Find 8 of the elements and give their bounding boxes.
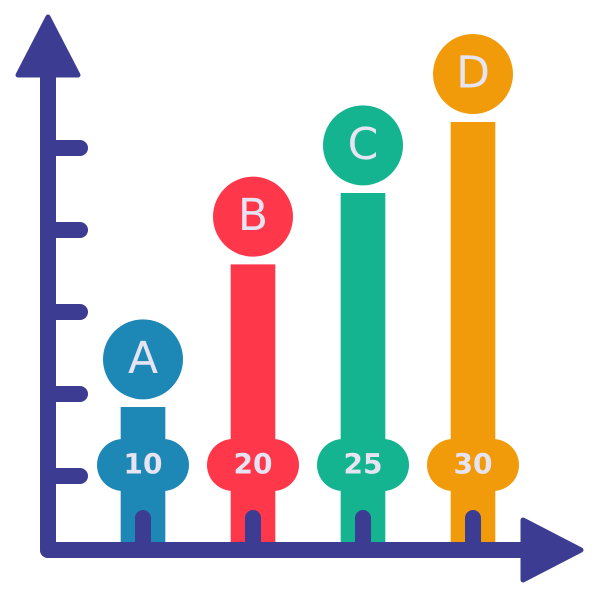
data-label: 20	[234, 447, 272, 480]
data-label: 10	[124, 447, 162, 480]
data-label: 25	[344, 447, 382, 480]
x-tick-label: B	[238, 190, 268, 242]
data-label: 30	[454, 447, 492, 480]
x-tick-label: C	[348, 118, 378, 170]
x-tick-label: D	[456, 47, 490, 98]
x-tick-label: A	[128, 332, 158, 384]
